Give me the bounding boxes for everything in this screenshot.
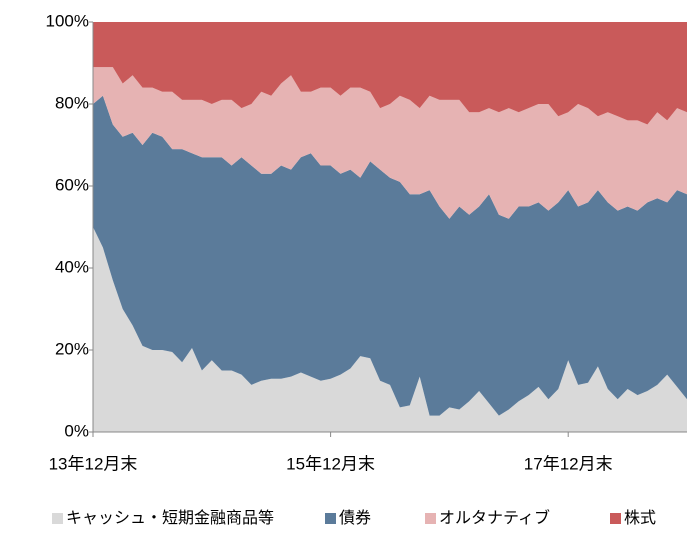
y-tick-label: 40% (55, 257, 89, 276)
y-tick-label: 0% (64, 421, 89, 440)
area (93, 95, 687, 416)
y-tick-label: 100% (46, 11, 89, 30)
y-tick-label: 60% (55, 175, 89, 194)
x-tick-label: 13年12月末 (49, 454, 138, 473)
legend-swatch (52, 513, 63, 524)
legend-label: オルタナティブ (439, 508, 550, 527)
legend-swatch (425, 513, 436, 524)
x-tick-label: 15年12月末 (286, 454, 375, 473)
x-tick-label: 17年12月末 (524, 454, 613, 473)
legend-label: 株式 (624, 509, 656, 527)
y-tick-label: 80% (55, 93, 89, 112)
legend-swatch (325, 513, 336, 524)
y-tick-label: 20% (55, 339, 89, 358)
legend-label: 債券 (339, 509, 371, 527)
area (93, 22, 687, 125)
legend-label: キャッシュ・短期金融商品等 (66, 509, 274, 527)
area (93, 67, 687, 219)
legend-swatch (610, 513, 621, 524)
area (93, 227, 687, 432)
